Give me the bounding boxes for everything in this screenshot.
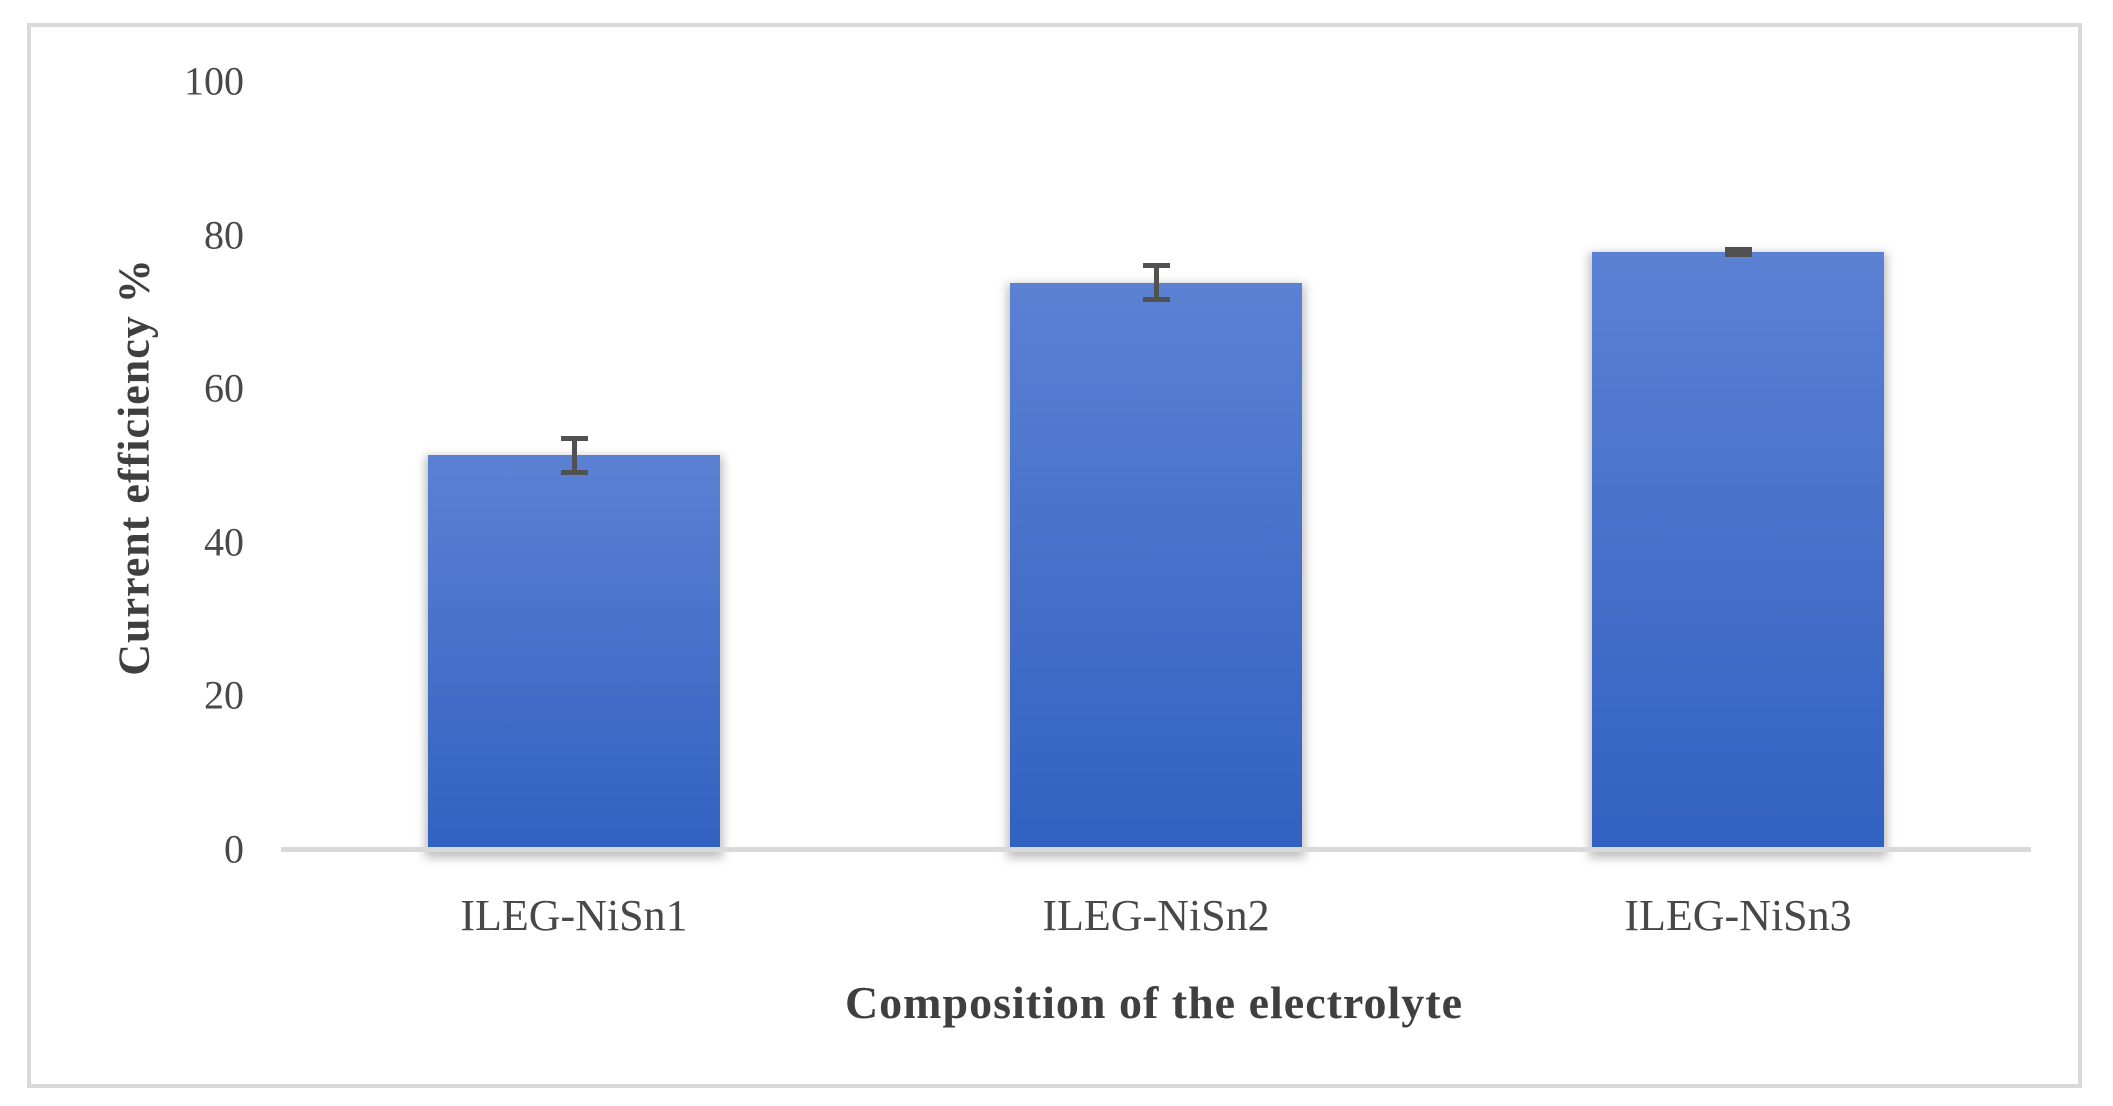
error-bar-line	[1735, 246, 1741, 258]
error-bar-top-cap	[560, 436, 588, 442]
error-bar-bottom-cap	[560, 469, 588, 475]
category-label-ILEG-NiSn3: ILEG-NiSn3	[1624, 891, 1852, 940]
category-label-ILEG-NiSn2: ILEG-NiSn2	[1042, 891, 1270, 940]
error-bar-top-cap	[1724, 246, 1752, 252]
x-axis-line	[281, 847, 2031, 852]
bar-ILEG-NiSn3	[1592, 251, 1884, 851]
chart-frame: Current efficiency % 0 20 40 60 80 100 ILEG-N…	[27, 23, 2082, 1088]
error-bar-line	[571, 436, 577, 475]
y-tick-label: 100	[184, 58, 244, 104]
error-bar-bottom-cap	[1142, 296, 1170, 302]
bar-ILEG-NiSn2	[1010, 282, 1302, 851]
y-tick-label: 60	[204, 365, 244, 411]
y-tick-label: 0	[224, 826, 244, 872]
y-axis-title: Current efficiency %	[109, 258, 159, 676]
category-label-ILEG-NiSn1: ILEG-NiSn1	[460, 891, 688, 940]
y-tick-label: 80	[204, 211, 244, 257]
x-axis-title: Composition of the electrolyte	[844, 977, 1464, 1028]
error-bar-line	[1153, 263, 1159, 302]
y-tick-label: 40	[204, 519, 244, 565]
error-bar-bottom-cap	[1724, 252, 1752, 258]
bar-chart-plot-area: Current efficiency % 0 20 40 60 80 100 ILEG-N…	[31, 27, 2078, 1084]
bar-ILEG-NiSn1	[428, 455, 720, 851]
y-tick-label: 20	[204, 672, 244, 718]
error-bar-top-cap	[1142, 263, 1170, 269]
